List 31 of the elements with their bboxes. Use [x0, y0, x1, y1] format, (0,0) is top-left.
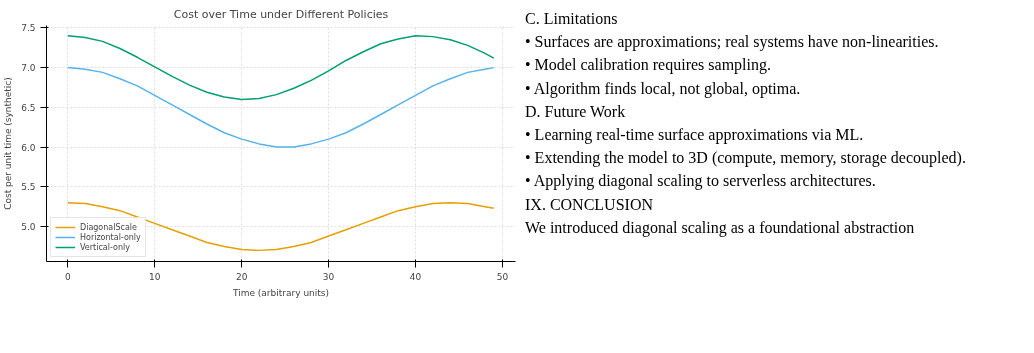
text: C. Limitations: [525, 9, 619, 29]
y-tick-label: 5.5: [21, 182, 36, 193]
line-series: [67, 66, 495, 148]
x-tick-label: 30: [322, 271, 335, 282]
x-tick-label: 10: [149, 271, 161, 282]
y-axis-title: Cost per unit time (synthetic): [3, 77, 14, 210]
text: We introduced diagonal scaling as a foundational abstraction: [525, 217, 916, 237]
x-tick-label: 40: [409, 271, 422, 282]
legend-label: Vertical-only: [80, 242, 130, 252]
x-axis-title: Time (arbitrary units): [231, 287, 330, 298]
text: IX. CONCLUSION: [525, 194, 654, 214]
line-series: [67, 35, 495, 101]
text: • Surfaces are approximations; real systems have non-linearities.: [525, 32, 940, 52]
line-series: [67, 201, 495, 252]
text: • Algorithm finds local, not global, optima.: [525, 78, 802, 98]
y-tick-label: 7.5: [21, 23, 36, 34]
legend-label: Horizontal-only: [80, 232, 141, 242]
text: D. Future Work: [525, 101, 627, 121]
text: • Model calibration requires sampling.: [525, 55, 772, 75]
text: • Learning real-time surface approximations via ML.: [525, 124, 865, 145]
y-tick-label: 5.0: [21, 222, 36, 233]
text: • Applying diagonal scaling to serverless architectures.: [525, 171, 877, 191]
x-tick-label: 0: [64, 271, 71, 282]
chart-title: Cost over Time under Different Policies: [173, 7, 389, 21]
legend-label: DiagonalScale: [80, 222, 137, 232]
x-tick-label: 20: [235, 271, 248, 282]
y-tick-label: 6.0: [21, 142, 36, 153]
text: • Extending the model to 3D (compute, memory, storage decoupled).: [525, 148, 966, 168]
x-tick-label: 50: [496, 271, 509, 282]
y-tick-label: 6.5: [21, 102, 36, 113]
y-tick-label: 7.0: [21, 63, 36, 74]
